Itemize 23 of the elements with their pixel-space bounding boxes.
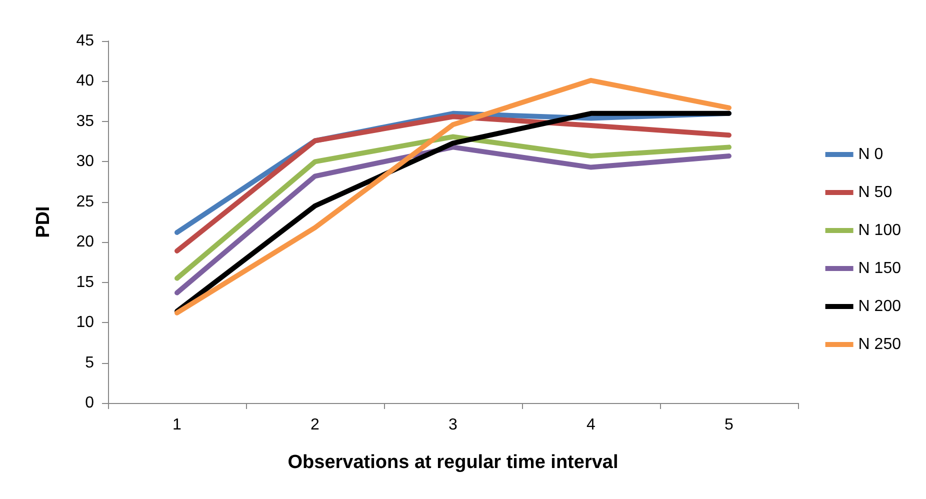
legend-label: N 150: [858, 260, 902, 277]
y-tick-label: 30: [76, 153, 94, 170]
y-tick-label: 40: [76, 72, 94, 90]
x-tick-label: 2: [310, 416, 320, 434]
legend-label: N 50: [858, 184, 892, 201]
legend-label: N 200: [858, 298, 902, 315]
legend-label: N 100: [858, 222, 902, 239]
y-tick-label: 15: [76, 274, 94, 291]
y-tick-label: 35: [76, 112, 94, 130]
legend-label: N 0: [858, 146, 884, 163]
x-axis-title: Observations at regular time interval: [288, 452, 618, 473]
x-tick-label: 5: [724, 416, 734, 434]
y-axis-title: PDI: [33, 206, 54, 238]
legend-label: N 250: [858, 336, 902, 353]
x-tick-label: 3: [448, 416, 458, 434]
y-tick-label: 0: [85, 394, 94, 412]
y-tick-label: 45: [76, 32, 94, 50]
y-tick-label: 10: [76, 314, 94, 332]
x-tick-label: 4: [586, 416, 596, 434]
y-tick-label: 25: [76, 193, 94, 210]
x-tick-label: 1: [172, 416, 182, 434]
y-tick-label: 5: [85, 354, 94, 372]
y-tick-label: 20: [76, 234, 94, 251]
